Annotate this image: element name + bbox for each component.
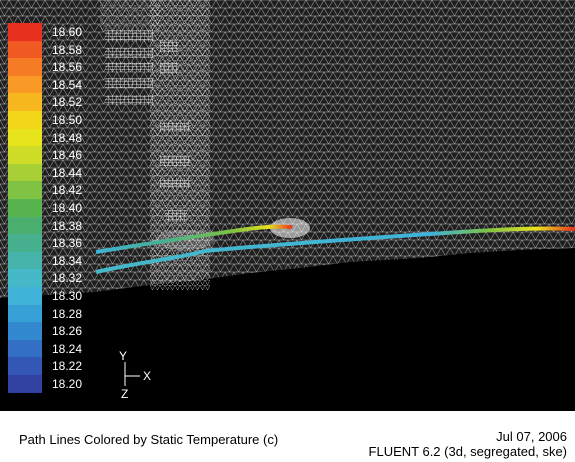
colorbar-tick-label: 18.56: [52, 60, 83, 75]
colorbar-row: 18.44: [8, 163, 148, 182]
colorbar-swatch: [8, 23, 42, 41]
plot-date: Jul 07, 2006: [496, 429, 567, 444]
colorbar-tick-label: 18.22: [52, 359, 83, 374]
colorbar-swatch: [8, 375, 42, 393]
colorbar-row: 18.36: [8, 234, 148, 253]
colorbar-tick-label: 18.38: [52, 218, 83, 233]
axes-triad: Y X Z: [112, 348, 162, 400]
colorbar-row: 18.60: [8, 23, 148, 41]
colorbar-swatch: [8, 146, 42, 165]
colorbar-swatch: [8, 75, 42, 94]
colorbar-tick-label: 18.54: [52, 77, 83, 92]
colorbar-tick-label: 18.24: [52, 341, 83, 356]
axis-y-label: Y: [119, 349, 128, 363]
colorbar-tick-label: 18.42: [52, 183, 83, 198]
colorbar-row: 18.38: [8, 216, 148, 235]
colorbar-swatch: [8, 181, 42, 200]
colorbar-row: 18.58: [8, 40, 148, 59]
colorbar-tick-label: 18.32: [52, 271, 83, 286]
colorbar-swatch: [8, 40, 42, 59]
colorbar-swatch: [8, 287, 42, 305]
colorbar-tick-label: 18.30: [52, 289, 83, 303]
caption-divider: [0, 410, 575, 411]
colorbar-tick-label: 18.28: [52, 306, 83, 321]
colorbar-row: 18.50: [8, 111, 148, 129]
solver-info: FLUENT 6.2 (3d, segregated, ske): [368, 444, 567, 459]
colorbar-row: 18.52: [8, 93, 148, 112]
colorbar-row: 18.48: [8, 128, 148, 147]
plot-title: Path Lines Colored by Static Temperature…: [19, 432, 279, 447]
colorbar-row: 18.22: [8, 357, 148, 376]
path-line-lower: [95, 226, 575, 274]
axis-x-label: X: [143, 369, 152, 383]
colorbar-row: 18.54: [8, 75, 148, 94]
colorbar-tick-label: 18.46: [52, 148, 83, 163]
colorbar-swatch: [8, 234, 42, 253]
colorbar-swatch: [8, 216, 42, 235]
colorbar-tick-label: 18.50: [52, 113, 83, 127]
colorbar-swatch: [8, 199, 42, 217]
colorbar-swatch: [8, 251, 42, 270]
colorbar-row: 18.34: [8, 251, 148, 270]
graphics-viewport[interactable]: 18.60 18.58 18.56 18.54 18.52 18.50 18.48 18.46…: [0, 0, 575, 410]
mesh-render: [0, 0, 575, 298]
axis-z-label: Z: [121, 387, 129, 401]
colorbar-row: 18.46: [8, 146, 148, 165]
colorbar-tick-label: 18.40: [52, 201, 83, 215]
colorbar-tick-label: 18.34: [52, 253, 83, 268]
colorbar-tick-label: 18.44: [52, 165, 83, 180]
colorbar-row: 18.30: [8, 287, 148, 305]
colorbar-row: 18.56: [8, 58, 148, 77]
path-line-upper: [95, 224, 293, 254]
colorbar-row: 18.42: [8, 181, 148, 200]
colorbar-tick-label: 18.52: [52, 95, 83, 110]
colorbar-swatch: [8, 269, 42, 288]
colorbar-row: 18.28: [8, 304, 148, 323]
colorbar-tick-label: 18.60: [52, 25, 83, 39]
colorbar-swatch: [8, 128, 42, 147]
colorbar-swatch: [8, 163, 42, 182]
colorbar-tick-label: 18.36: [52, 236, 83, 251]
colorbar-row: 18.24: [8, 339, 148, 358]
colorbar-swatch: [8, 111, 42, 129]
colorbar-swatch: [8, 339, 42, 358]
colorbar-tick-label: 18.20: [52, 377, 83, 391]
mesh-surface: [0, 0, 575, 298]
caption-bar: [0, 410, 575, 462]
colorbar-swatch: [8, 58, 42, 77]
colorbar-tick-label: 18.26: [52, 324, 83, 339]
colorbar-tick-label: 18.48: [52, 130, 83, 145]
colorbar-swatch: [8, 322, 42, 341]
colorbar-swatch: [8, 93, 42, 112]
colorbar-swatch: [8, 357, 42, 376]
structured-mesh-blocks: [105, 30, 190, 222]
colorbar-swatch: [8, 304, 42, 323]
colorbar-row: 18.26: [8, 322, 148, 341]
colorbar-tick-label: 18.58: [52, 42, 83, 57]
colorbar-row: 18.32: [8, 269, 148, 288]
colorbar-row: 18.20: [8, 375, 148, 393]
colorbar-row: 18.40: [8, 199, 148, 217]
